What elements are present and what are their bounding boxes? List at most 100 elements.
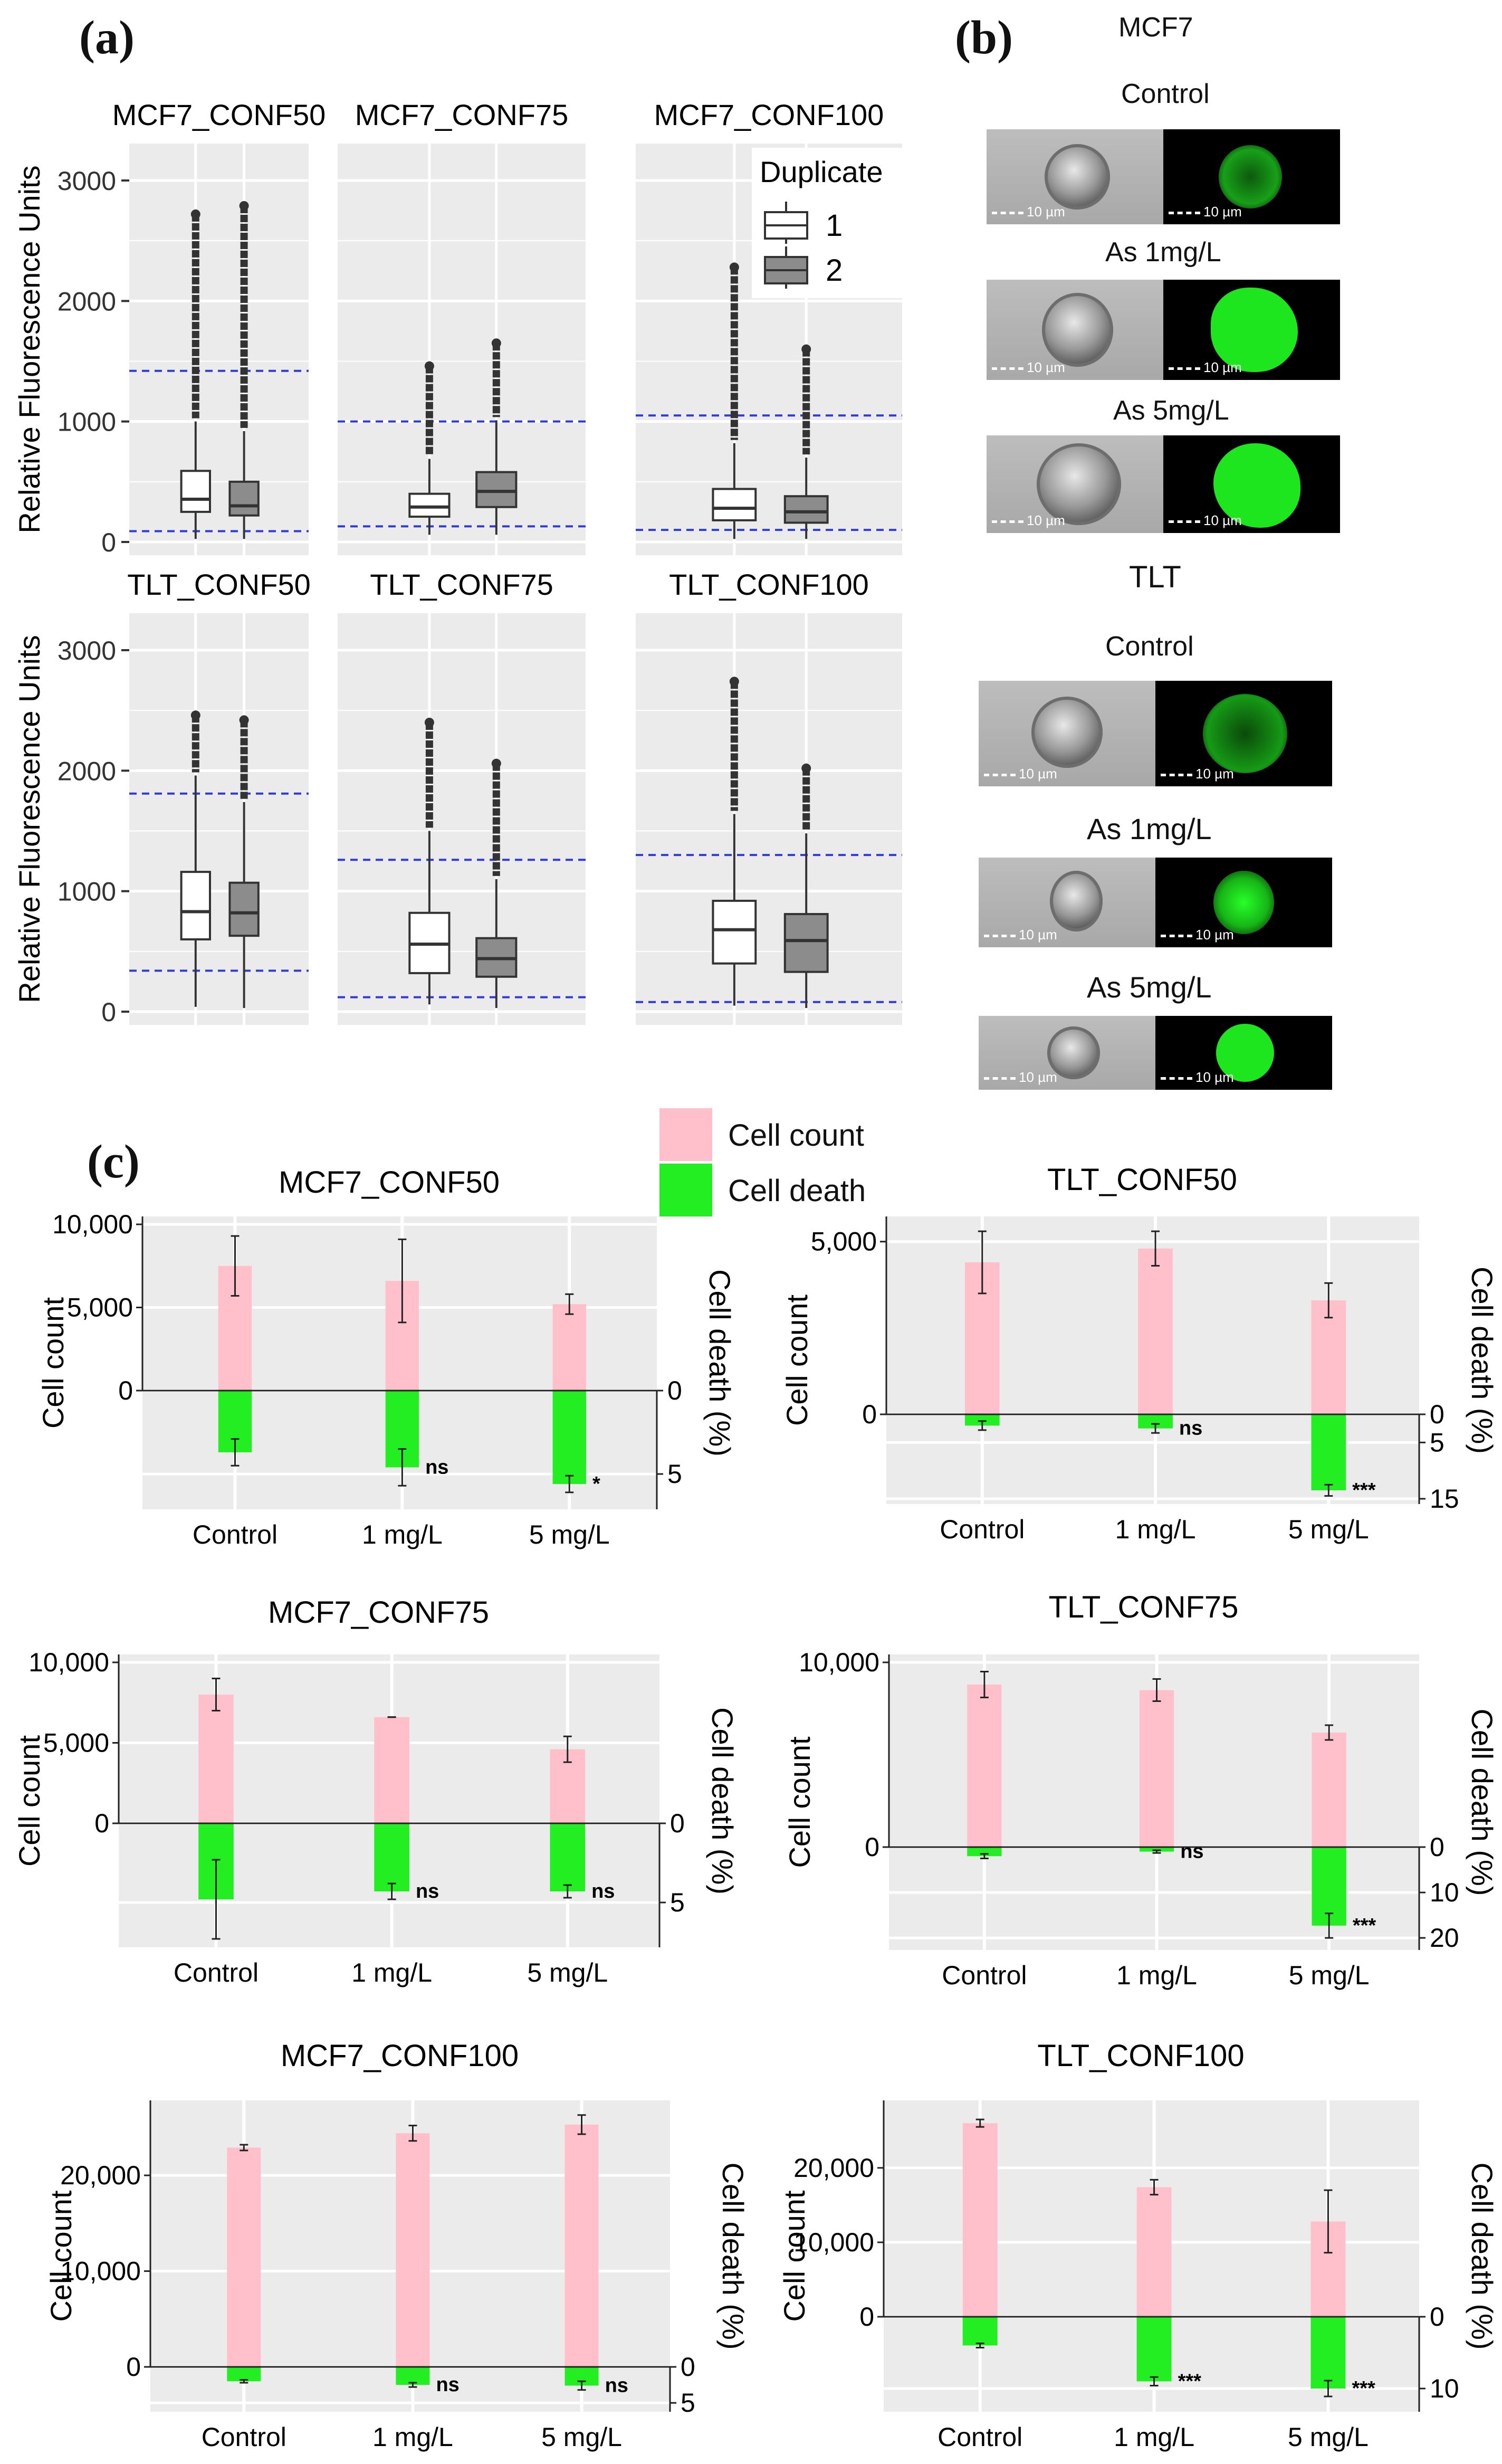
y-axis-label: Cell count: [36, 1297, 70, 1429]
count-tick-label: 10,000: [799, 1648, 879, 1677]
cell-count-bar: [962, 2123, 998, 2317]
y2-axis-label: Cell death (%): [1466, 2163, 1499, 2350]
cell-count-bar: [1136, 2187, 1172, 2317]
y-axis-label: Cell count: [13, 1735, 46, 1867]
death-tick-label: 15: [1430, 1484, 1459, 1514]
count-tick-label: 0: [118, 1376, 133, 1405]
y-tick-label: 2000: [58, 287, 116, 316]
cell-death-bar: [550, 1823, 586, 1891]
count-tick-label: 20,000: [793, 2153, 874, 2183]
panel-b-row-label: As 1mg/L: [1087, 812, 1212, 845]
scale-bar: 10 µm: [1169, 512, 1242, 529]
microscopy-image: 10 µm 10 µm: [979, 1016, 1332, 1090]
scale-bar: 10 µm: [1169, 204, 1242, 220]
x-tick-label: 1 mg/L: [1114, 2422, 1194, 2452]
significance-label: ns: [436, 2374, 459, 2396]
cell-death-bar: [967, 1847, 1002, 1857]
boxplot-panel: TLT_CONF50 0 1000 2000 3000 Relative Fluoresc…: [13, 568, 311, 1027]
significance-label: ns: [416, 1880, 439, 1902]
scale-bar: 10 µm: [984, 927, 1057, 943]
panel-b-row-label: Control: [1121, 79, 1210, 109]
y-tick-label: 1000: [58, 407, 116, 437]
outlier-point: [801, 344, 811, 354]
outlier-point: [190, 710, 200, 720]
count-tick-label: 10,000: [52, 1210, 133, 1239]
y-tick-label: 2000: [58, 756, 116, 786]
outlier-point: [491, 758, 501, 768]
panel-label-c: (c): [87, 1136, 140, 1188]
legend-swatch-death: [659, 1164, 712, 1216]
x-tick-label: 5 mg/L: [527, 1958, 608, 1987]
y-tick-label: 0: [101, 528, 116, 557]
cell-death-bar: [1311, 1414, 1346, 1490]
outlier-point: [424, 361, 434, 371]
cell-count-bar: [396, 2133, 430, 2367]
y-tick-label: 3000: [58, 166, 116, 196]
significance-label: ***: [1352, 1479, 1376, 1501]
boxplot-panel: MCF7_CONF50 0 1000 2000 3000 Relative Fluores…: [13, 98, 326, 557]
y-axis-label: Cell count: [780, 1295, 814, 1426]
bar-chart-panel: Control ns 1 mg/L *** 5 mg/L 0 10,000 0 10 20 TLT_…: [783, 1590, 1499, 1990]
panel-b-row-label: As 5mg/L: [1087, 971, 1212, 1004]
count-tick-label: 0: [859, 2302, 874, 2332]
count-tick-label: 0: [862, 1400, 877, 1429]
death-tick-label: 5: [667, 1459, 682, 1489]
count-tick-label: 20,000: [60, 2161, 141, 2190]
facet-title: TLT_CONF50: [127, 568, 310, 601]
significance-label: ***: [1352, 2377, 1375, 2400]
significance-label: *: [592, 1473, 600, 1495]
chart-title: TLT_CONF50: [1047, 1163, 1237, 1197]
legend-label: 1: [826, 208, 843, 243]
significance-label: ***: [1178, 2370, 1202, 2392]
scale-bar: 10 µm: [992, 359, 1065, 376]
scale-bar: 10 µm: [984, 766, 1057, 782]
y2-axis-label: Cell death (%): [1466, 1709, 1499, 1896]
x-tick-label: 1 mg/L: [1116, 1961, 1197, 1990]
x-tick-label: Control: [940, 1515, 1025, 1544]
y-tick-label: 1000: [58, 877, 116, 907]
microscopy-image: 10 µm 10 µm: [979, 858, 1332, 947]
cell-death-bar: [1136, 2317, 1172, 2382]
box-1: [180, 470, 212, 513]
x-tick-label: 1 mg/L: [1115, 1515, 1196, 1544]
facet-title: TLT_CONF100: [669, 568, 869, 601]
count-tick-label: 5,000: [811, 1227, 877, 1257]
panel-label-a: (a): [79, 12, 135, 64]
legend-label-count: Cell count: [728, 1118, 864, 1153]
bar-chart-panel: Control ns 1 mg/L * 5 mg/L 0 5,000 10,000 0 5 MCF7…: [36, 1165, 736, 1549]
death-tick-label: 5: [670, 1888, 685, 1917]
box-1: [408, 492, 451, 518]
cell-count-bar: [374, 1717, 409, 1823]
y-axis-label: Cell count: [778, 2190, 811, 2322]
box-2: [475, 471, 518, 508]
plot-background: [129, 144, 309, 555]
cell-count-bar: [198, 1695, 234, 1823]
count-tick-label: 10,000: [793, 2228, 874, 2257]
x-tick-label: 5 mg/L: [541, 2422, 622, 2452]
cell-death-bar: [227, 2367, 261, 2382]
panel-b-group-mcf7: MCF7: [1118, 12, 1193, 43]
significance-label: ns: [1180, 1841, 1203, 1863]
microscopy-image: 10 µm 10 µm: [987, 435, 1340, 533]
scale-bar: 10 µm: [1161, 927, 1234, 943]
outlier-point: [801, 763, 811, 773]
boxplot-panel: TLT_CONF100: [636, 568, 902, 1025]
panel-label-b: (b): [955, 12, 1013, 64]
box-1: [712, 488, 757, 521]
panel-b-row-label: As 1mg/L: [1105, 237, 1221, 268]
outlier-point: [729, 677, 739, 687]
chart-title: MCF7_CONF75: [268, 1595, 489, 1630]
cell-count-bar: [565, 2124, 599, 2367]
facet-title: MCF7_CONF75: [355, 98, 569, 131]
legend-label: 2: [826, 253, 843, 288]
death-tick-label: 0: [681, 2352, 695, 2382]
death-tick-label: 20: [1430, 1923, 1459, 1953]
x-tick-label: Control: [937, 2422, 1022, 2452]
cell-count-bar: [227, 2147, 261, 2367]
count-tick-label: 0: [94, 1809, 109, 1838]
y-axis-label: Relative Fluorescence Units: [13, 165, 46, 533]
plot-background: [129, 613, 309, 1025]
y-axis-label: Cell count: [44, 2190, 78, 2322]
